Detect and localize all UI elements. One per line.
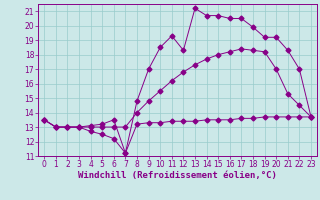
- X-axis label: Windchill (Refroidissement éolien,°C): Windchill (Refroidissement éolien,°C): [78, 171, 277, 180]
